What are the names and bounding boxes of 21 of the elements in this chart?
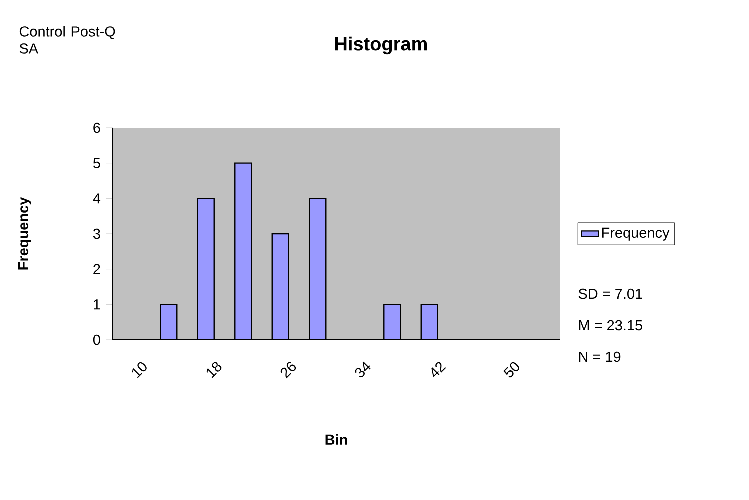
x-tick-label: 34 xyxy=(355,362,371,378)
y-tick-label: 5 xyxy=(93,158,100,168)
y-tick-label: 1 xyxy=(94,300,100,310)
x-tick-label: 10 xyxy=(132,362,147,378)
y-tick-label: 3 xyxy=(93,228,100,240)
text: N = 19 xyxy=(579,352,621,362)
y-tick-label: 6 xyxy=(94,122,100,134)
x-tick-label: 42 xyxy=(432,362,446,378)
y-tick-label: 4 xyxy=(93,194,101,204)
x-tick-label: 50 xyxy=(504,362,520,378)
x-axis-title: Bin xyxy=(326,434,348,445)
x-tick-label: 26 xyxy=(280,362,296,379)
text: SD = 7.01 xyxy=(578,288,642,300)
chart-title: Histogram xyxy=(335,36,428,55)
x-tick-label: 18 xyxy=(206,362,222,378)
y-axis-title: Frequency xyxy=(18,197,32,270)
text: M = 23.15 xyxy=(579,320,642,331)
legend-label: Frequency xyxy=(602,228,670,241)
text: Control Post-Q SA xyxy=(20,26,116,54)
y-tick-label: 2 xyxy=(94,264,100,274)
y-tick-label: 0 xyxy=(93,334,100,346)
